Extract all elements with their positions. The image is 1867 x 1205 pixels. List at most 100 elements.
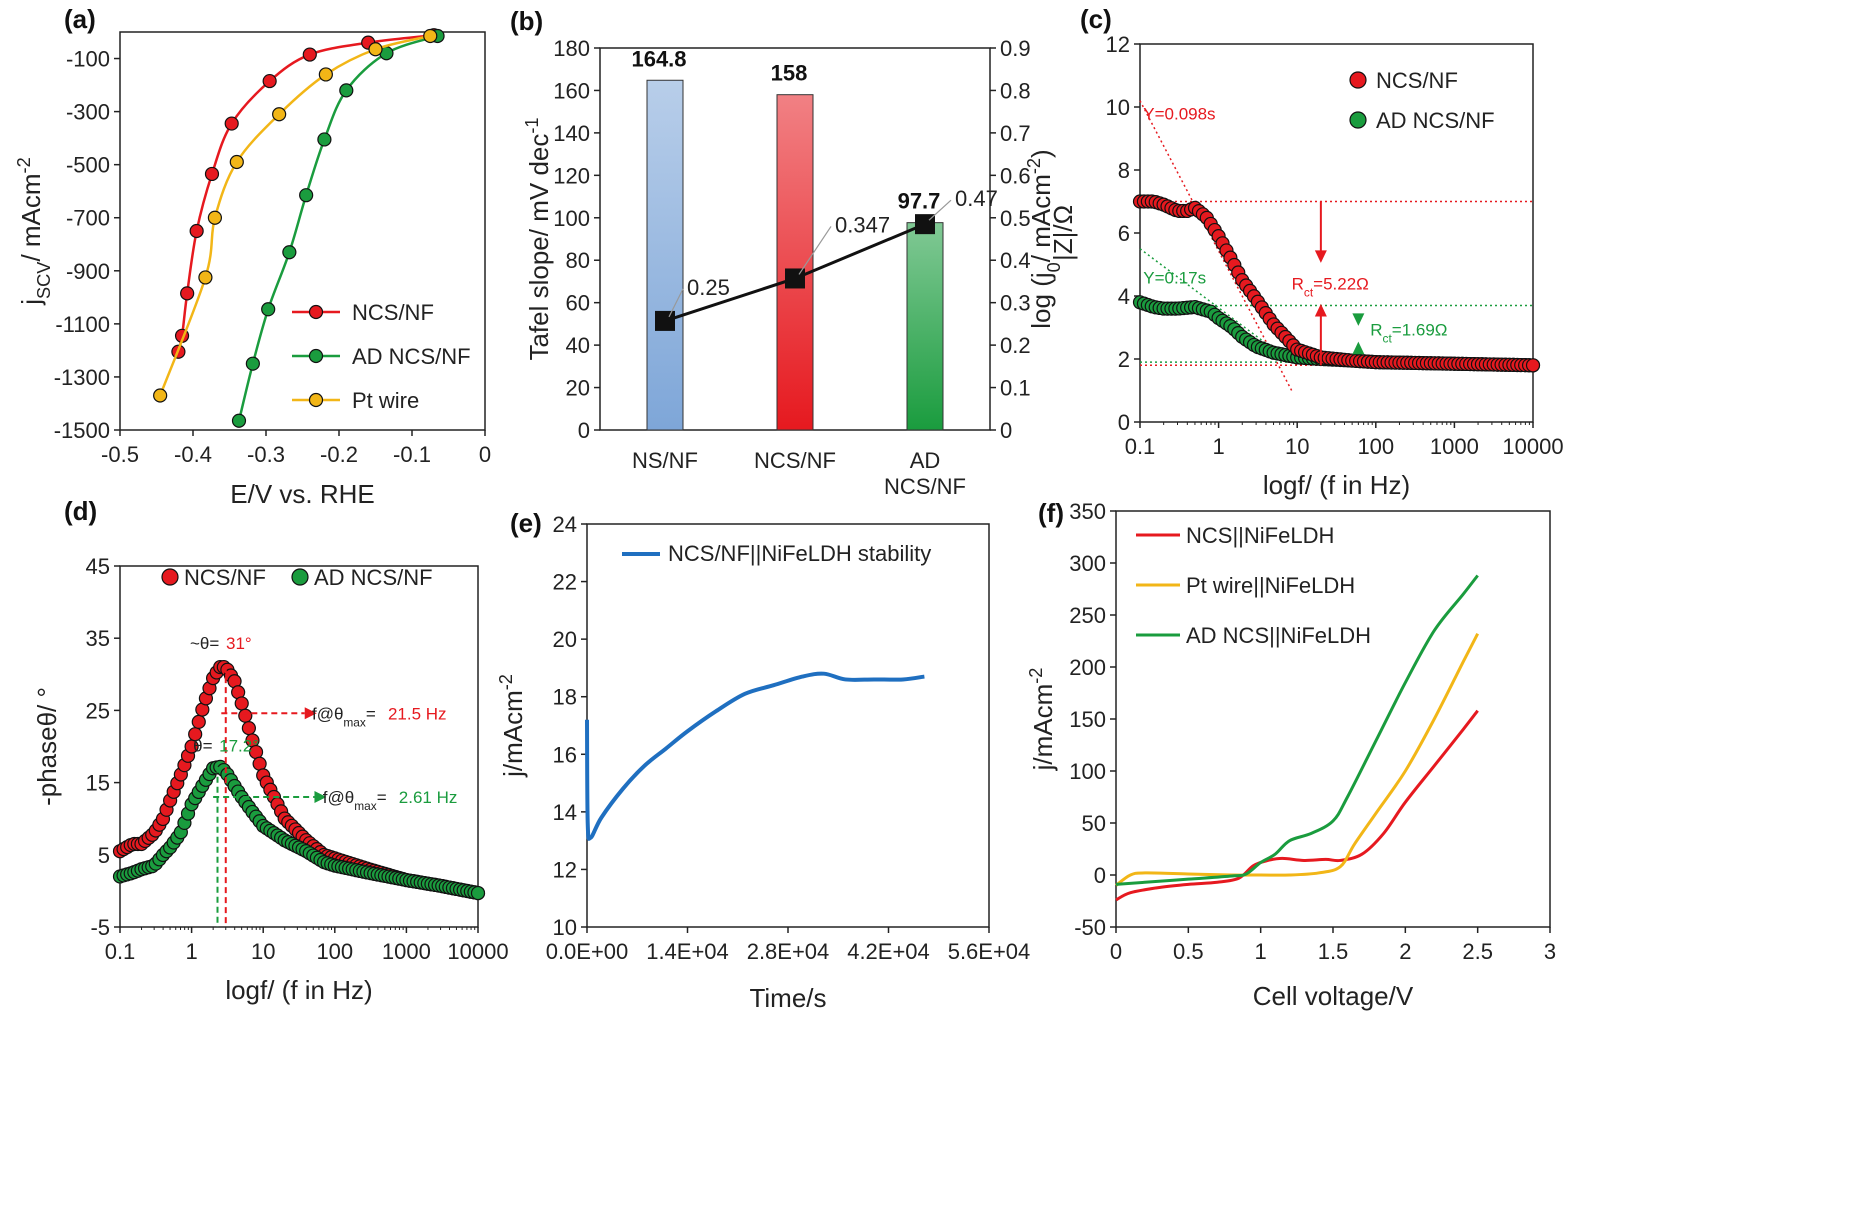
annotation-rct-green: Rct=1.69Ω: [1370, 320, 1447, 345]
y-tick-label: 0.2: [1000, 333, 1031, 358]
y-axis-title: -phaseθ/ °: [32, 687, 62, 806]
y-tick-label: 140: [553, 121, 590, 146]
data-point: [189, 223, 204, 239]
panel-label: (a): [64, 4, 96, 34]
y-tick-label: 300: [1069, 551, 1106, 576]
annotation-rct-green-part: =1.69Ω: [1392, 320, 1448, 339]
y-tick-label: 180: [553, 36, 590, 61]
data-point: [180, 286, 195, 301]
panel-label: (d): [64, 496, 97, 526]
y-axis-title-part: j: [16, 299, 46, 306]
legend-label: AD NCS/NF: [314, 565, 433, 590]
y2-axis-title-part: / mAcm: [1026, 174, 1056, 262]
y-tick-label: 20: [553, 627, 577, 652]
chart-b: 0 20 40 60 80 100 120 140 160 180 0 0.1 0.2 0.3 0.4 0.5…: [510, 6, 1064, 499]
x-tick-label: 10000: [1502, 434, 1563, 459]
chart-a: -1500 -1300 -1100 -900 -700 -500 -300 -100 -0.5 -…: [14, 4, 491, 509]
x-tick-label: -0.3: [247, 442, 285, 467]
x-tick-label: 1000: [382, 939, 431, 964]
y-tick-label: -900: [66, 259, 110, 284]
leader-line: [668, 288, 684, 318]
x-tick-label: 0.1: [105, 939, 136, 964]
y-tick-label: 20: [566, 376, 590, 401]
annotation-rct-green-part: R: [1370, 320, 1382, 339]
annotation-y-green: Y=0.17s: [1143, 268, 1206, 287]
series-line: [177, 33, 435, 353]
data-point: [299, 188, 314, 203]
annotation-f-green-prefix: f@θmax=: [323, 788, 387, 813]
panel-d: -5 5 15 25 35 45 0.1 1 10 100 1000 10000 (d) logf/ (f…: [0, 490, 520, 1010]
y-tick-label: 150: [1069, 707, 1106, 732]
y-tick-label: 50: [1082, 811, 1106, 836]
y-tick-label: 24: [553, 512, 577, 537]
legend-label: NCS/NF||NiFeLDH stability: [668, 541, 931, 566]
y-tick-label: 60: [566, 291, 590, 316]
y-tick-label: 0.6: [1000, 163, 1031, 188]
panel-a: -1500 -1300 -1100 -900 -700 -500 -300 -100 -0.5 -…: [0, 0, 520, 520]
y-tick-label: 12: [1106, 32, 1130, 57]
leader-line: [798, 226, 832, 275]
data-point: [191, 714, 206, 729]
legend-marker: [291, 568, 309, 586]
x-tick-label: -0.5: [101, 442, 139, 467]
y-tick-label: 120: [553, 163, 590, 188]
y-tick-label: 2: [1118, 347, 1130, 372]
panel-c: 0 2 4 6 8 10 12 0.1 1 10 100 1000 10000 (c) logf/ (f i…: [1048, 0, 1564, 520]
data-point: [302, 47, 317, 62]
data-point: [261, 302, 276, 317]
bar: [646, 79, 684, 431]
x-tick-label: 1.5: [1318, 939, 1349, 964]
y-tick-label: 0.5: [1000, 206, 1031, 231]
rct-arrowhead: [1352, 341, 1365, 355]
x-tick-label: 10: [251, 939, 275, 964]
x-category-label: NCS/NF: [754, 448, 836, 473]
legend-marker: [308, 304, 324, 320]
y-tick-label: 0.7: [1000, 121, 1031, 146]
x-tick-label: 100: [1357, 434, 1394, 459]
annotation-theta-green-value: 17.2°: [219, 737, 259, 756]
data-point: [207, 210, 222, 225]
line-value-label: 0.25: [687, 275, 730, 300]
data-point: [368, 42, 383, 57]
f-arrowhead: [304, 707, 317, 720]
annotation-theta-red-prefix: ~θ=: [190, 634, 219, 653]
data-point: [245, 356, 260, 371]
legend-label: Pt wire: [352, 388, 419, 413]
line-value-label: 0.347: [835, 212, 890, 237]
data-point: [282, 245, 297, 260]
y-tick-label: 10: [553, 915, 577, 940]
y-tick-label: 16: [553, 742, 577, 767]
panel-f: -50 0 50 100 150 200 250 300 350 0 0.5 1 1.5 2 2.5 3 (f)…: [1020, 490, 1580, 1030]
bar-value-label: 97.7: [898, 189, 941, 214]
x-tick-label: 0.5: [1173, 939, 1204, 964]
series-line: [585, 671, 925, 841]
legend-label: AD NCS||NiFeLDH: [1186, 623, 1371, 648]
panel-label: (c): [1080, 4, 1112, 34]
bar: [906, 222, 944, 431]
data-point: [231, 413, 247, 428]
bar-value-label: 158: [771, 61, 808, 86]
y-tick-label: 80: [566, 248, 590, 273]
y-axis-title-part: j/mAcm: [498, 690, 528, 778]
line-marker: [785, 268, 805, 289]
data-point: [241, 721, 256, 736]
y-axis-title: j/mAcm-2: [1026, 668, 1058, 772]
x-tick-label: 2.8E+04: [747, 939, 830, 964]
x-tick-label: 0: [479, 442, 491, 467]
legend-label: NCS/NF: [1376, 68, 1458, 93]
bar-value-label: 164.8: [631, 46, 686, 71]
x-tick-label: 100: [316, 939, 353, 964]
x-tick-label: -0.2: [320, 442, 358, 467]
legend-marker: [161, 568, 179, 586]
y-tick-label: 0.4: [1000, 248, 1031, 273]
data-point: [252, 756, 267, 771]
x-tick-label: 5.6E+04: [948, 939, 1031, 964]
rct-arrowhead: [1352, 313, 1365, 326]
data-point: [224, 116, 239, 131]
slope-line: [1139, 248, 1271, 347]
y-axis-title-part: j/mAcm: [1028, 684, 1058, 772]
data-point: [198, 270, 213, 285]
y-tick-label: 14: [553, 800, 577, 825]
x-tick-label: 1: [185, 939, 197, 964]
